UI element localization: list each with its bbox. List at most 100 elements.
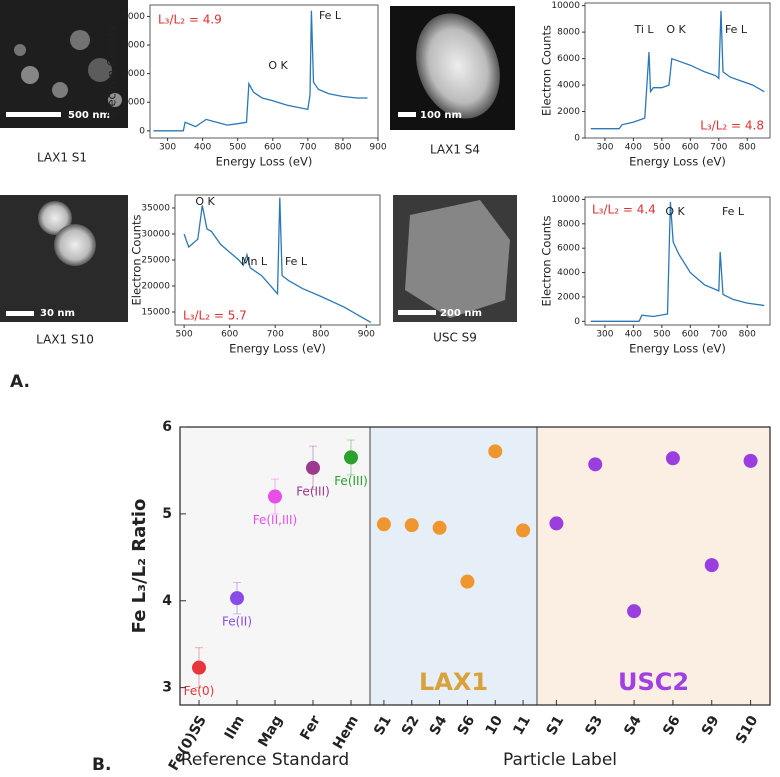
x-tick-label: S10 — [733, 713, 762, 747]
x-tick-label: Ilm — [222, 713, 248, 742]
caption: LAX1 S1 — [37, 151, 87, 165]
scale-bar-label: 500 nm — [68, 110, 110, 121]
peak-label: Fe L — [722, 205, 745, 218]
y-tick-label: 20000 — [141, 282, 170, 292]
x-tick-label: S2 — [399, 713, 423, 738]
x-tick-label: 800 — [739, 330, 756, 340]
caption: USC S9 — [433, 331, 477, 345]
plot-frame — [584, 2, 771, 139]
y-tick-label: 3 — [162, 680, 172, 696]
y-tick-label: 0 — [574, 134, 580, 144]
point — [306, 460, 320, 475]
micrograph: 100 nm — [390, 6, 515, 130]
point — [404, 518, 419, 533]
x-tick-label: 400 — [625, 143, 642, 153]
panel-label: A. — [10, 372, 30, 392]
scale-bar-label: 200 nm — [440, 308, 482, 319]
x-tick-label: 10 — [483, 713, 507, 738]
point — [268, 489, 282, 504]
y-tick-label: 4 — [162, 593, 172, 609]
x-group-label: Reference Standard — [181, 750, 349, 770]
y-tick-label: 35000 — [141, 204, 170, 214]
x-tick-label: 300 — [596, 330, 613, 340]
x-axis-label: Energy Loss (eV) — [216, 155, 313, 169]
x-tick-label: 600 — [221, 330, 238, 340]
scale-bar-label: 30 nm — [40, 308, 75, 319]
x-tick-label: 500 — [653, 143, 670, 153]
ratio-label: L₃/L₂ = 4.9 — [158, 13, 222, 27]
x-tick-label: 800 — [334, 143, 351, 153]
x-tick-label: 900 — [369, 143, 386, 153]
micrograph: 30 nm — [0, 195, 128, 322]
x-tick-label: 300 — [596, 143, 613, 153]
y-tick-label: 6000 — [557, 244, 580, 254]
y-axis-label: Electron Counts — [105, 26, 119, 117]
peak-label: Mn L — [241, 255, 268, 268]
x-tick-label: S9 — [699, 713, 723, 738]
y-tick-label: 15000 — [141, 308, 170, 318]
y-tick-label: 30000 — [141, 230, 170, 240]
plot-frame — [179, 426, 771, 706]
peak-label: O K — [666, 23, 686, 36]
region-label: USC2 — [618, 668, 689, 696]
point — [488, 444, 503, 459]
caption: LAX1 S4 — [430, 143, 480, 157]
peak-label: O K — [665, 205, 685, 218]
x-tick-label: S1 — [371, 713, 395, 738]
point — [627, 604, 642, 619]
x-tick-label: 600 — [264, 143, 281, 153]
y-tick-label: 0 — [139, 126, 145, 136]
x-tick-label: 800 — [312, 330, 329, 340]
x-tick-label: Fer — [297, 713, 324, 743]
y-tick-label: 5 — [162, 506, 172, 522]
y-tick-label: 8000 — [557, 28, 580, 38]
point-label: Fe(II,III) — [253, 513, 298, 527]
x-group-label: Particle Label — [503, 750, 617, 770]
ratio-label: L₃/L₂ = 5.7 — [183, 309, 247, 323]
point — [230, 591, 244, 606]
y-tick-label: 10000 — [551, 1, 580, 11]
x-tick-label: 700 — [299, 143, 316, 153]
point — [588, 457, 603, 472]
point-label: Fe(0) — [184, 684, 215, 698]
point — [549, 516, 564, 531]
x-tick-label: 300 — [159, 143, 176, 153]
spectrum-line — [590, 10, 765, 130]
x-tick-label: 400 — [194, 143, 211, 153]
peak-label: Ti L — [633, 23, 654, 36]
point — [460, 574, 475, 589]
y-tick-label: 2000 — [557, 292, 580, 302]
x-tick-label: S1 — [544, 713, 568, 738]
y-tick-label: 4000 — [122, 69, 145, 79]
y-axis-label: Electron Counts — [130, 215, 144, 306]
plot-frame — [584, 196, 771, 326]
micrograph: 500 nm — [0, 0, 128, 128]
caption: LAX1 S10 — [36, 333, 94, 347]
point — [376, 517, 391, 532]
x-tick-label: 700 — [267, 330, 284, 340]
x-tick-label: 600 — [682, 143, 699, 153]
x-tick-label: Hem — [330, 713, 362, 752]
x-axis-label: Energy Loss (eV) — [629, 155, 726, 169]
point — [704, 558, 719, 573]
y-axis-label: Fe L₃/L₂ Ratio — [129, 499, 150, 634]
plot-frame — [174, 194, 381, 326]
y-tick-label: 25000 — [141, 256, 170, 266]
x-tick-label: 400 — [625, 330, 642, 340]
y-axis-label: Electron Counts — [540, 25, 554, 116]
x-axis-label: Energy Loss (eV) — [229, 342, 326, 356]
y-tick-label: 8000 — [557, 219, 580, 229]
x-tick-label: 800 — [739, 143, 756, 153]
ratio-label: L₃/L₂ = 4.8 — [700, 119, 764, 133]
point — [665, 451, 680, 466]
spectrum-line — [183, 197, 372, 323]
peak-label: Fe L — [285, 255, 308, 268]
micrograph: 200 nm — [393, 195, 517, 322]
x-tick-label: S4 — [621, 713, 645, 738]
x-tick-label: 500 — [653, 330, 670, 340]
region — [180, 427, 370, 705]
y-tick-label: 4000 — [557, 268, 580, 278]
point — [743, 453, 758, 468]
x-tick-label: 600 — [682, 330, 699, 340]
x-axis-label: Energy Loss (eV) — [629, 342, 726, 356]
